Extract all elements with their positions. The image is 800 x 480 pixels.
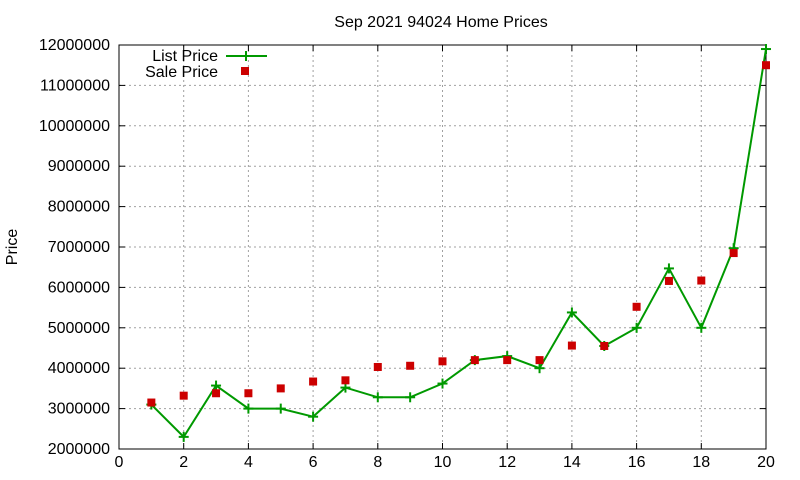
x-tick-label: 20 xyxy=(757,454,775,471)
x-tick-label: 8 xyxy=(373,454,382,471)
x-tick-label: 4 xyxy=(244,454,253,471)
chart-title: Sep 2021 94024 Home Prices xyxy=(334,14,547,31)
y-tick-label: 9000000 xyxy=(48,158,110,175)
sale-price-point xyxy=(244,389,253,398)
ticks: 2000000 3000000 4000000 5000000 6000000 70000… xyxy=(39,37,775,471)
sale-price-point xyxy=(697,276,706,285)
x-tick-label: 0 xyxy=(115,454,124,471)
list-price-point xyxy=(211,380,222,391)
sale-price-point xyxy=(373,362,382,371)
sale-price-point xyxy=(503,356,512,365)
sale-price-point xyxy=(600,341,609,350)
y-tick-label: 2000000 xyxy=(48,441,110,458)
y-tick-label: 10000000 xyxy=(39,118,110,135)
x-tick-label: 6 xyxy=(309,454,318,471)
y-tick-label: 3000000 xyxy=(48,401,110,418)
list-price-point xyxy=(761,44,771,55)
y-axis-label: Price xyxy=(4,229,21,266)
y-tick-label: 11000000 xyxy=(40,77,110,94)
sale-price-point xyxy=(179,391,188,400)
legend: List Price Sale Price xyxy=(145,48,267,81)
sale-price-point xyxy=(535,356,544,365)
legend-marker-list-price xyxy=(241,51,251,61)
sale-price-point xyxy=(729,249,738,258)
sale-price-point xyxy=(762,61,770,70)
list-price-point xyxy=(372,392,383,403)
sale-price-point xyxy=(632,302,641,311)
sale-price-point xyxy=(309,377,318,386)
x-tick-label: 18 xyxy=(692,454,710,471)
y-tick-label: 7000000 xyxy=(48,239,110,256)
list-price-point xyxy=(437,378,448,389)
y-tick-label: 12000000 xyxy=(39,37,110,54)
legend-marker-sale-price xyxy=(241,67,249,75)
list-price-line xyxy=(150,48,767,439)
list-price-point xyxy=(243,403,254,414)
sale-price-point xyxy=(406,361,415,370)
y-tick-label: 8000000 xyxy=(48,199,110,216)
sale-price-point xyxy=(212,389,221,398)
list-price-point xyxy=(275,403,286,414)
list-price-point xyxy=(631,322,642,333)
sale-price-point xyxy=(341,376,350,385)
list-price-point xyxy=(178,431,189,442)
list-price-point xyxy=(696,322,707,333)
y-tick-label: 5000000 xyxy=(48,320,110,337)
sale-price-point xyxy=(567,341,576,350)
list-price-point xyxy=(534,363,545,374)
list-price-point xyxy=(663,263,674,274)
x-tick-label: 2 xyxy=(179,454,188,471)
sale-price-point xyxy=(664,276,673,285)
x-tick-label: 12 xyxy=(498,454,516,471)
y-tick-label: 6000000 xyxy=(48,279,110,296)
sale-price-point xyxy=(438,357,447,366)
y-tick-label: 4000000 xyxy=(48,360,110,377)
sale-price-point xyxy=(147,398,156,407)
x-tick-label: 10 xyxy=(434,454,452,471)
list-price-point xyxy=(566,307,577,318)
sale-price-point xyxy=(276,384,285,393)
legend-label-list-price: List Price xyxy=(152,48,218,65)
series xyxy=(146,44,771,442)
sale-price-point xyxy=(470,356,479,365)
legend-label-sale-price: Sale Price xyxy=(145,64,218,81)
list-price-point xyxy=(405,392,416,403)
list-price-point xyxy=(308,411,319,422)
x-tick-label: 14 xyxy=(563,454,581,471)
x-tick-label: 16 xyxy=(628,454,646,471)
